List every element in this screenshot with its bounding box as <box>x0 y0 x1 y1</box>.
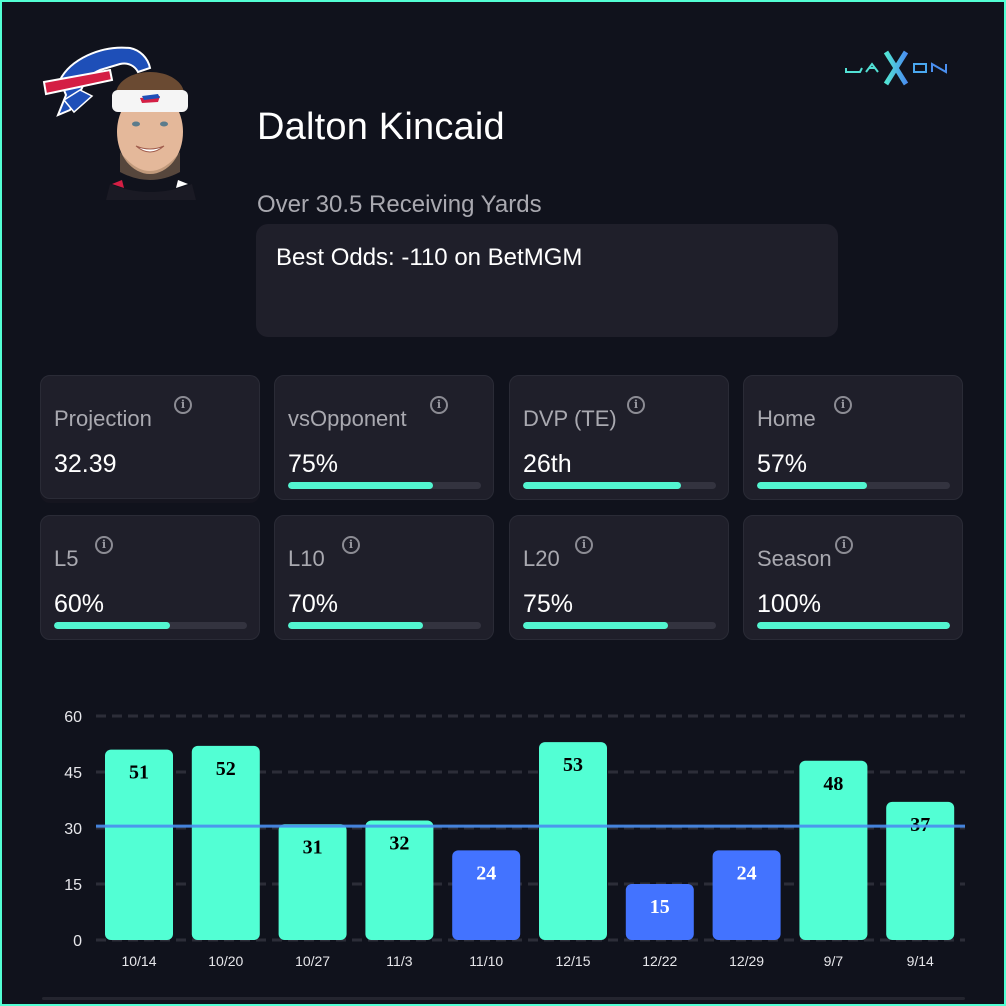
stat-label: Season <box>757 546 832 571</box>
x-tick-label: 10/27 <box>295 953 330 969</box>
bar-value-label: 15 <box>650 896 670 918</box>
bar-value-label: 53 <box>563 754 583 776</box>
x-tick-label: 11/3 <box>386 953 412 969</box>
progress-fill <box>54 622 170 629</box>
bar <box>191 745 260 940</box>
stat-value: 60% <box>54 590 105 618</box>
progress-fill <box>757 622 950 629</box>
x-tick-label: 10/14 <box>121 953 156 969</box>
info-icon[interactable]: i <box>342 536 360 554</box>
progress-bar <box>523 482 716 489</box>
stat-value: 75% <box>523 590 574 618</box>
horizontal-scrollbar[interactable] <box>42 997 965 1000</box>
stat-card-season: Season i 100% <box>743 515 963 640</box>
bar <box>278 824 347 940</box>
info-icon[interactable]: i <box>627 396 645 414</box>
stat-card-l5: L5 i 60% <box>40 515 260 640</box>
bar <box>539 742 607 940</box>
bar-value-label: 24 <box>476 862 496 884</box>
stat-label: Projection <box>54 406 152 431</box>
x-tick-label: 10/20 <box>208 953 243 969</box>
stat-card-l10: L10 i 70% <box>274 515 494 640</box>
y-tick-label: 45 <box>64 765 82 782</box>
brand-logo <box>845 50 947 86</box>
player-headshot <box>106 72 196 200</box>
x-tick-label: 9/14 <box>907 953 934 969</box>
stat-card-dvp-te: DVP (TE) i 26th <box>509 375 729 500</box>
stat-value: 100% <box>757 590 821 618</box>
bar-value-label: 48 <box>823 773 843 795</box>
stat-value: 32.39 <box>54 450 117 478</box>
bar <box>105 749 173 940</box>
progress-fill <box>523 482 682 489</box>
stat-value: 75% <box>288 450 339 478</box>
bar-value-label: 52 <box>216 758 236 780</box>
bar <box>886 801 955 940</box>
info-icon[interactable]: i <box>95 536 113 554</box>
progress-fill <box>288 622 424 629</box>
progress-bar <box>757 622 950 629</box>
stat-label: L10 <box>288 546 325 571</box>
stat-card-l20: L20 i 75% <box>509 515 729 640</box>
bar-value-label: 24 <box>737 862 757 884</box>
best-odds-text: Best Odds: -110 on BetMGM <box>276 244 583 271</box>
progress-bar <box>757 482 950 489</box>
progress-fill <box>757 482 867 489</box>
x-tick-label: 9/7 <box>824 953 844 969</box>
bar <box>712 850 781 940</box>
info-icon[interactable]: i <box>835 536 853 554</box>
info-icon[interactable]: i <box>834 396 852 414</box>
progress-fill <box>288 482 433 489</box>
bar <box>452 850 521 940</box>
bar <box>799 760 868 940</box>
stat-value: 57% <box>757 450 808 478</box>
y-tick-label: 30 <box>64 821 82 838</box>
progress-bar <box>288 622 481 629</box>
player-name: Dalton Kincaid <box>257 106 505 148</box>
team-logo <box>42 46 152 117</box>
stat-card-vsopponent: vsOpponent i 75% <box>274 375 494 500</box>
stat-label: L20 <box>523 546 560 571</box>
stat-label: DVP (TE) <box>523 406 617 431</box>
info-icon[interactable]: i <box>174 396 192 414</box>
stat-label: vsOpponent <box>288 406 407 431</box>
x-tick-label: 11/10 <box>469 953 503 969</box>
progress-bar <box>288 482 481 489</box>
x-tick-label: 12/29 <box>729 953 764 969</box>
bar-value-label: 51 <box>129 762 149 784</box>
stat-label: L5 <box>54 546 79 571</box>
y-tick-label: 60 <box>64 709 82 726</box>
info-icon[interactable]: i <box>575 536 593 554</box>
bar-value-label: 32 <box>389 833 409 855</box>
bar-value-label: 31 <box>303 836 323 858</box>
y-tick-label: 0 <box>73 933 82 950</box>
info-icon[interactable]: i <box>430 396 448 414</box>
stat-value: 26th <box>523 450 572 478</box>
progress-bar <box>523 622 716 629</box>
stat-label: Home <box>757 406 816 431</box>
progress-bar <box>54 622 247 629</box>
y-tick-label: 15 <box>64 877 82 894</box>
best-odds-box: Best Odds: -110 on BetMGM <box>256 224 838 337</box>
x-tick-label: 12/15 <box>555 953 590 969</box>
prop-line: Over 30.5 Receiving Yards <box>257 191 542 218</box>
stat-card-home: Home i 57% <box>743 375 963 500</box>
stat-value: 70% <box>288 590 339 618</box>
bar <box>625 884 694 940</box>
game-log-chart: 0 15 30 45 60 51 10/14 52 10/20 31 10/27 32 11/3 24 11… <box>2 692 1006 992</box>
stat-card-projection: Projection i 32.39 <box>40 375 260 499</box>
bar <box>365 820 434 940</box>
progress-fill <box>523 622 668 629</box>
chart-svg: 0 15 30 45 60 51 10/14 52 10/20 31 10/27 32 11/3 24 11… <box>64 709 965 969</box>
x-tick-label: 12/22 <box>642 953 677 969</box>
